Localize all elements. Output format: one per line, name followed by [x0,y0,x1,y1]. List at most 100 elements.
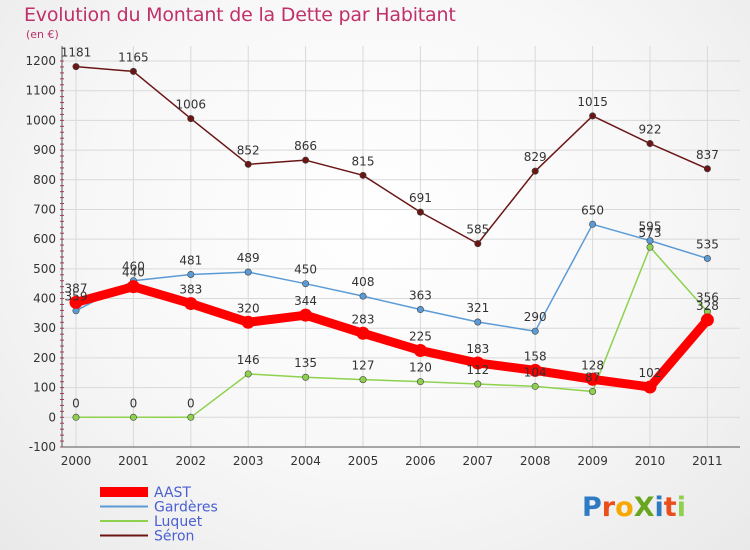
data-point [129,67,137,75]
data-label: 852 [237,143,260,157]
data-label: 158 [524,349,547,363]
y-tick-label: 800 [33,173,56,187]
data-label: 359 [65,290,88,304]
y-tick-label: 100 [33,381,56,395]
data-label: 128 [581,358,604,372]
unit-label: (en €) [26,28,59,41]
data-point [126,280,140,294]
data-label: 87 [585,370,600,384]
data-point [646,140,654,148]
svg-text:ProXiti: ProXiti [582,492,686,523]
data-point [244,268,252,276]
data-point [643,380,657,394]
x-tick-label: 2005 [348,454,379,468]
data-point [416,378,424,386]
data-label: 120 [409,361,432,375]
data-label: 450 [294,263,317,277]
y-tick-label: 1200 [25,54,56,68]
legend-label: Séron [154,529,194,545]
data-point [531,327,539,335]
y-tick-label: -100 [29,440,56,454]
legend-label: AAST [154,485,191,501]
legend-label: Gardères [154,500,218,516]
series-line-luquet [75,246,709,419]
data-label: 0 [187,396,195,410]
data-label: 650 [581,203,604,217]
data-label: 573 [639,226,662,240]
x-tick-label: 2008 [520,454,551,468]
data-point [187,115,195,123]
data-label: 460 [122,260,145,274]
x-tick-label: 2010 [635,454,666,468]
data-label: 225 [409,330,432,344]
data-point [589,387,597,395]
data-label: 595 [639,220,662,234]
data-point [72,413,80,421]
series-line-aast [71,282,712,392]
data-point [474,380,482,388]
data-label: 127 [352,359,375,373]
data-label: 102 [639,366,662,380]
data-label: 0 [72,396,80,410]
data-point [474,318,482,326]
data-label: 922 [639,123,662,137]
data-point [69,295,83,309]
data-label: 1006 [176,98,207,112]
data-label: 1181 [61,46,92,60]
data-label: 829 [524,150,547,164]
data-point [589,220,597,228]
data-point [299,308,313,322]
data-point [359,292,367,300]
data-label: 489 [237,251,260,265]
data-label: 344 [294,294,317,308]
data-point [184,297,198,311]
y-tick-label: 200 [33,351,56,365]
data-point [187,413,195,421]
proxiti-logo: ProXiti [582,492,686,523]
x-tick-label: 2002 [176,454,207,468]
data-point [646,243,654,251]
data-point [703,165,711,173]
data-label: 363 [409,289,432,303]
y-tick-label: 700 [33,202,56,216]
data-point [586,372,600,386]
chart-title: Evolution du Montant de la Dette par Hab… [24,4,456,26]
data-point [589,112,597,120]
data-label: 535 [696,237,719,251]
data-point [72,63,80,71]
data-label: 481 [179,253,202,267]
y-tick-label: 1000 [25,113,56,127]
x-tick-label: 2009 [577,454,608,468]
data-point [528,363,542,377]
x-tick-label: 2007 [463,454,494,468]
data-label: 408 [352,275,375,289]
y-tick-label: 400 [33,292,56,306]
data-label: 183 [466,342,489,356]
data-label: 383 [179,283,202,297]
data-label: 1015 [577,95,608,109]
data-label: 320 [237,301,260,315]
data-label: 0 [130,396,138,410]
data-point [356,326,370,340]
data-point [129,413,137,421]
data-point [531,382,539,390]
y-tick-label: 300 [33,321,56,335]
data-label: 1165 [118,50,149,64]
data-label: 328 [696,299,719,313]
data-label: 356 [696,291,719,305]
data-point [302,156,310,164]
y-tick-label: 1100 [25,84,56,98]
data-point [700,313,714,327]
data-point [302,280,310,288]
x-tick-label: 2001 [118,454,149,468]
data-label: 283 [352,312,375,326]
y-tick-label: 900 [33,143,56,157]
data-label: 290 [524,310,547,324]
x-tick-label: 2011 [692,454,723,468]
data-label: 815 [352,154,375,168]
data-point [187,270,195,278]
data-point [416,208,424,216]
data-point [703,254,711,262]
y-tick-label: 500 [33,262,56,276]
y-tick-label: 600 [33,232,56,246]
